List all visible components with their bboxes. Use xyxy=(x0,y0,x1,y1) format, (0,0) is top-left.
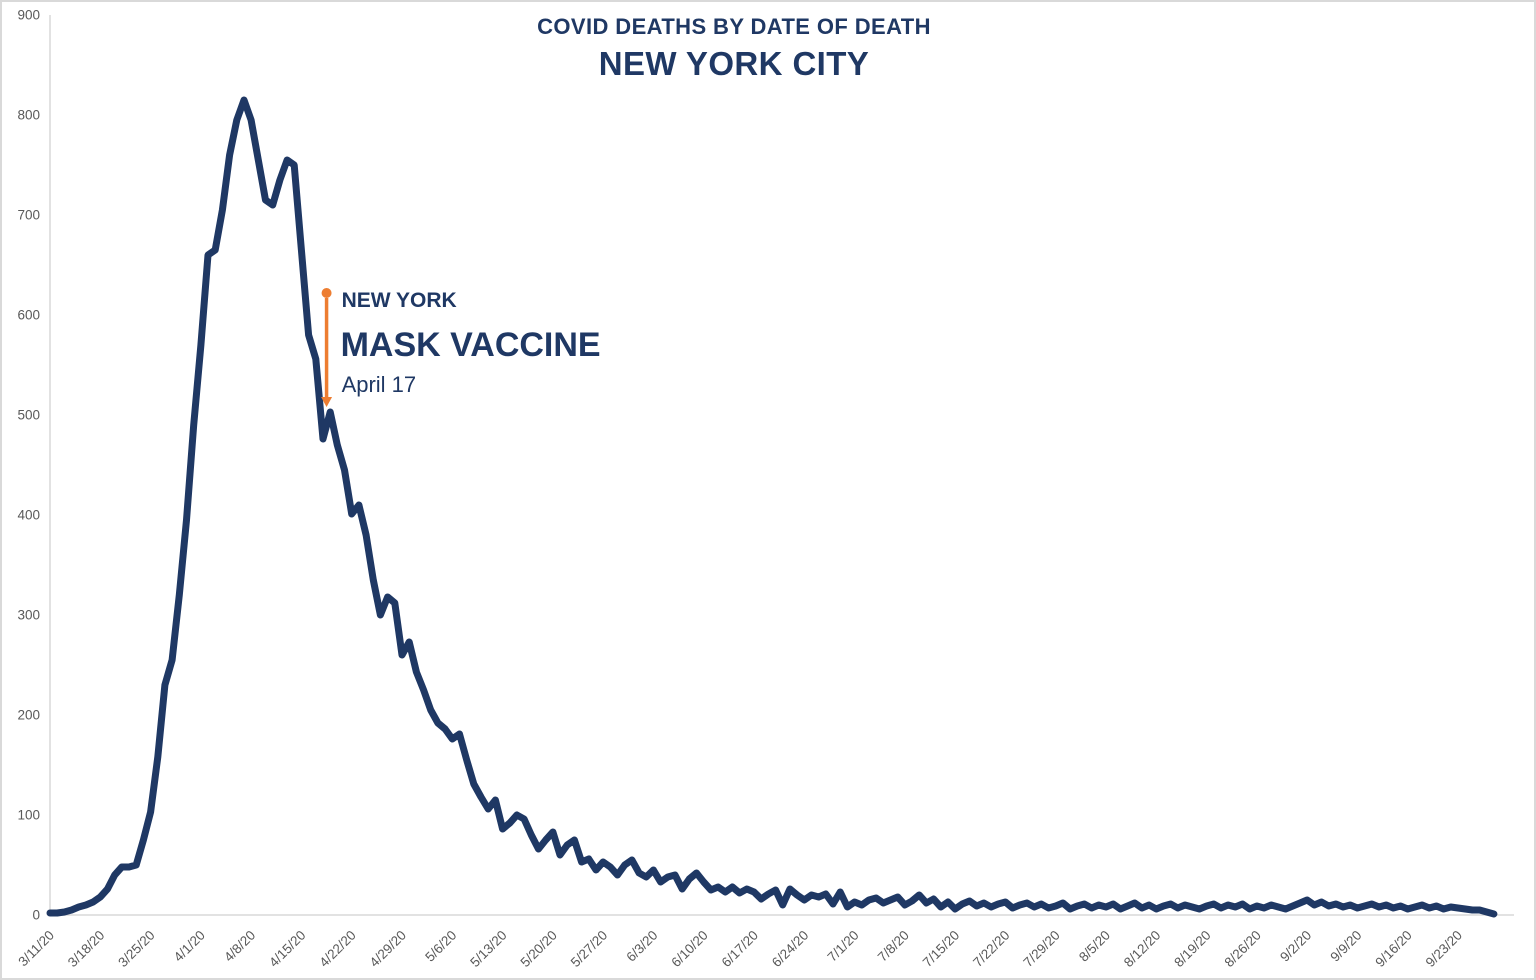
y-tick-label: 900 xyxy=(17,8,40,23)
x-tick-label: 5/20/20 xyxy=(518,928,560,970)
y-tick-label: 0 xyxy=(32,908,40,923)
y-tick-label: 300 xyxy=(17,608,40,623)
x-tick-label: 3/11/20 xyxy=(15,928,57,970)
deaths-series-line xyxy=(46,96,1498,918)
x-tick-label: 3/25/20 xyxy=(115,928,157,970)
x-tick-label: 4/8/20 xyxy=(221,928,258,965)
x-tick-label: 8/19/20 xyxy=(1171,928,1213,970)
x-tick-label: 7/15/20 xyxy=(920,928,962,970)
y-tick-label: 700 xyxy=(17,208,40,223)
x-tick-label: 4/29/20 xyxy=(367,928,409,970)
y-axis-tick-labels: 0 100 200 300 400 500 600 700 800 900 xyxy=(17,8,40,923)
mask-vaccine-annotation: NEW YORK MASK VACCINE April 17 xyxy=(321,288,601,407)
annotation-arrowhead-icon xyxy=(321,397,333,407)
y-tick-label: 800 xyxy=(17,108,40,123)
x-tick-label: 3/18/20 xyxy=(65,928,107,970)
x-tick-label: 6/17/20 xyxy=(719,928,761,970)
x-axis-tick-labels: 3/11/20 3/18/20 3/25/20 4/1/20 4/8/20 4/15/20… xyxy=(15,928,1465,970)
x-tick-label: 9/9/20 xyxy=(1327,928,1364,965)
annotation-text-mask-vaccine: MASK VACCINE xyxy=(341,326,601,364)
x-tick-label: 4/22/20 xyxy=(316,928,358,970)
chart-subtitle: COVID DEATHS BY DATE OF DEATH xyxy=(537,14,931,39)
annotation-text-new-york: NEW YORK xyxy=(342,289,457,312)
chart-main-title: NEW YORK CITY xyxy=(598,45,870,82)
x-tick-label: 6/24/20 xyxy=(769,928,811,970)
chart-title-block: COVID DEATHS BY DATE OF DEATH NEW YORK C… xyxy=(537,14,931,83)
y-tick-label: 600 xyxy=(17,308,40,323)
y-tick-label: 200 xyxy=(17,708,40,723)
x-tick-label: 7/29/20 xyxy=(1020,928,1062,970)
x-tick-label: 7/1/20 xyxy=(825,928,862,965)
axes xyxy=(49,15,1514,916)
x-tick-label: 4/1/20 xyxy=(171,928,208,965)
x-tick-label: 6/10/20 xyxy=(668,928,710,970)
x-tick-label: 9/23/20 xyxy=(1423,928,1465,970)
x-tick-label: 7/8/20 xyxy=(875,928,912,965)
x-tick-label: 8/12/20 xyxy=(1121,928,1163,970)
y-tick-label: 100 xyxy=(17,808,40,823)
x-tick-label: 7/22/20 xyxy=(970,928,1012,970)
y-tick-label: 400 xyxy=(17,508,40,523)
annotation-text-april-17: April 17 xyxy=(342,372,417,397)
x-tick-label: 9/16/20 xyxy=(1372,928,1414,970)
x-tick-label: 5/6/20 xyxy=(422,928,459,965)
x-tick-label: 9/2/20 xyxy=(1277,928,1314,965)
x-tick-label: 4/15/20 xyxy=(266,928,308,970)
x-tick-label: 5/27/20 xyxy=(568,928,610,970)
x-tick-label: 6/3/20 xyxy=(623,928,660,965)
y-tick-label: 500 xyxy=(17,408,40,423)
covid-deaths-line xyxy=(46,96,1498,918)
x-tick-label: 8/5/20 xyxy=(1076,928,1113,965)
x-tick-label: 5/13/20 xyxy=(467,928,509,970)
x-tick-label: 8/26/20 xyxy=(1222,928,1264,970)
annotation-dot xyxy=(321,288,332,298)
